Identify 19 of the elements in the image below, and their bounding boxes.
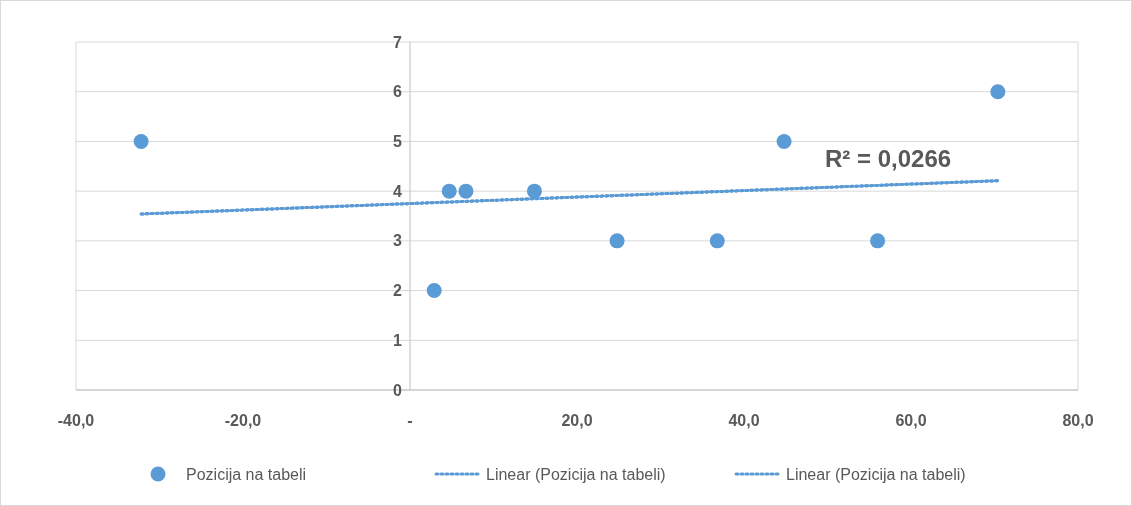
annotation: R² = 0,0266 [825,145,952,172]
x-tick-label: - [407,412,413,429]
y-tick-label: 2 [393,282,403,300]
legend-label: Linear (Pozicija na tabeli) [786,465,966,483]
y-tick-label: 7 [393,33,403,51]
x-tick-label: 80,0 [1062,412,1094,429]
x-tick-label: 40,0 [728,412,760,429]
x-tick-label: -20,0 [224,412,262,429]
legend-label: Pozicija na tabeli [186,465,307,483]
x-tick-label: 60,0 [895,412,927,429]
legend-label: Linear (Pozicija na tabeli) [486,465,666,483]
x-tick-label: -40,0 [57,412,95,429]
y-tick-label: 4 [393,182,403,200]
y-tick-label: 0 [393,381,403,399]
x-tick-label: 20,0 [561,412,593,429]
y-tick-label: 6 [393,83,403,101]
y-tick-label: 3 [393,232,403,250]
y-tick-label: 1 [393,331,403,349]
y-tick-label: 5 [393,133,403,151]
